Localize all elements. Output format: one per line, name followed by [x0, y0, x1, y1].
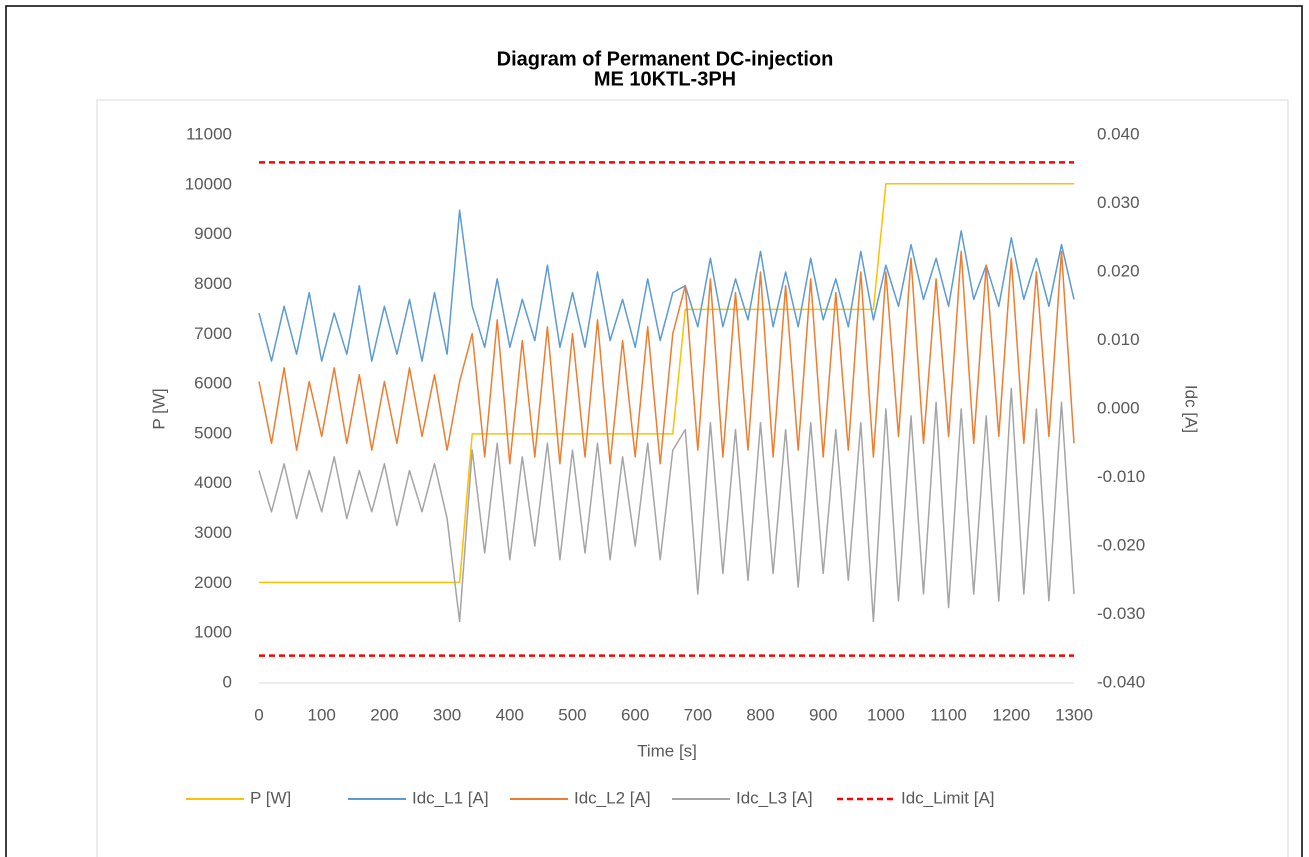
outer-frame	[5, 5, 1303, 857]
y-tick-label: 3000	[194, 523, 232, 542]
y2-tick-label: -0.020	[1097, 535, 1145, 554]
x-tick-label: 200	[370, 705, 398, 724]
x-tick-label: 900	[809, 705, 837, 724]
y-tick-label: 11000	[186, 124, 232, 143]
x-tick-label: 500	[558, 705, 586, 724]
x-tick-label: 0	[254, 705, 263, 724]
x-tick-label: 600	[621, 705, 649, 724]
plot-frame	[96, 99, 1289, 857]
x-tick-label: 300	[433, 705, 461, 724]
y-tick-label: 10000	[185, 174, 232, 193]
legend-label: Idc_L1 [A]	[412, 788, 489, 807]
chart-subtitle: ME 10KTL-3PH	[594, 68, 736, 90]
x-tick-label: 1100	[930, 705, 967, 724]
y-tick-label: 2000	[194, 573, 232, 592]
x-tick-label: 1000	[867, 705, 905, 724]
y-tick-label: 1000	[194, 623, 232, 642]
legend-label: Idc_L2 [A]	[574, 788, 651, 807]
y-tick-label: 8000	[194, 274, 232, 293]
y2-tick-label: -0.040	[1097, 672, 1145, 691]
y2-tick-label: 0.030	[1097, 193, 1140, 212]
x-tick-label: 700	[684, 705, 712, 724]
series-line	[259, 183, 1074, 584]
y2-tick-label: -0.010	[1097, 467, 1145, 486]
x-axis-title: Time [s]	[637, 741, 697, 760]
series-line	[259, 161, 1074, 657]
series-line	[258, 250, 1075, 465]
y2-axis-title: Idc [A]	[1182, 385, 1201, 433]
y-tick-label: 6000	[194, 374, 232, 393]
series-line	[258, 387, 1075, 623]
y2-tick-label: 0.020	[1097, 261, 1140, 280]
legend-label: Idc_Limit [A]	[901, 788, 995, 807]
series-line	[258, 209, 1075, 362]
x-tick-label: 1300	[1055, 705, 1093, 724]
legend-label: P [W]	[250, 788, 291, 807]
y-tick-label: 9000	[194, 224, 232, 243]
y-tick-label: 7000	[194, 324, 232, 343]
chart-title: Diagram of Permanent DC-injection	[497, 48, 834, 70]
y2-tick-label: 0.000	[1097, 398, 1140, 417]
y2-tick-label: -0.030	[1097, 604, 1145, 623]
y2-tick-label: 0.010	[1097, 330, 1140, 349]
legend-label: Idc_L3 [A]	[736, 788, 813, 807]
x-tick-label: 800	[746, 705, 774, 724]
y-tick-label: 4000	[194, 473, 232, 492]
x-tick-label: 400	[496, 705, 524, 724]
x-tick-label: 1200	[992, 705, 1030, 724]
y-tick-label: 0	[223, 672, 232, 691]
y-axis-title: P [W]	[149, 388, 168, 429]
y-tick-label: 5000	[194, 423, 232, 442]
y2-tick-label: 0.040	[1097, 124, 1140, 143]
x-tick-label: 100	[308, 705, 336, 724]
